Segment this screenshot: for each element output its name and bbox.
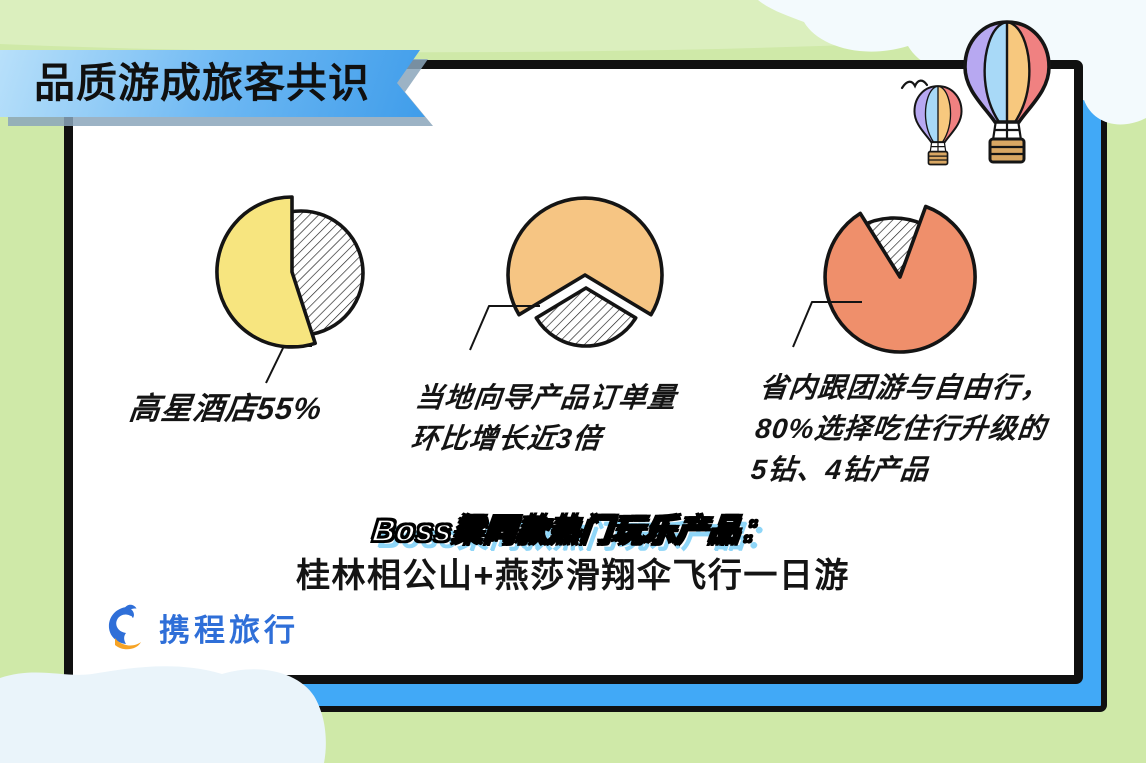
promo-headline: Boss梁同款热门玩乐产品： [370,512,775,549]
pie2-label-line1: 当地向导产品订单量 [413,382,679,413]
title-ribbon: 品质游成旅客共识 [0,50,425,117]
pie3-label-line1: 省内跟团游与自由行， [758,372,1052,403]
pie1-label: 高星酒店55% [127,391,324,426]
pie3-label-line3: 5钻、4钻产品 [749,454,931,485]
pie2-label-line2: 环比增长近3倍 [409,423,604,454]
logo-brand-text: 携程旅行 [159,612,299,648]
page-title: 品质游成旅客共识 [34,59,370,107]
pie2-label: 当地向导产品订单量 环比增长近3倍 [409,377,679,459]
pie3-label-line2: 80%选择吃住行升级的 [753,413,1049,444]
dolphin-logo-icon [108,604,141,650]
ctrip-logo: 携程旅行 [104,604,299,650]
pie3-label: 省内跟团游与自由行， 80%选择吃住行升级的 5钻、4钻产品 [749,367,1053,490]
light-green-band [0,0,1146,53]
promo-product: 桂林相公山+燕莎滑翔伞飞行一日游 [296,557,850,595]
